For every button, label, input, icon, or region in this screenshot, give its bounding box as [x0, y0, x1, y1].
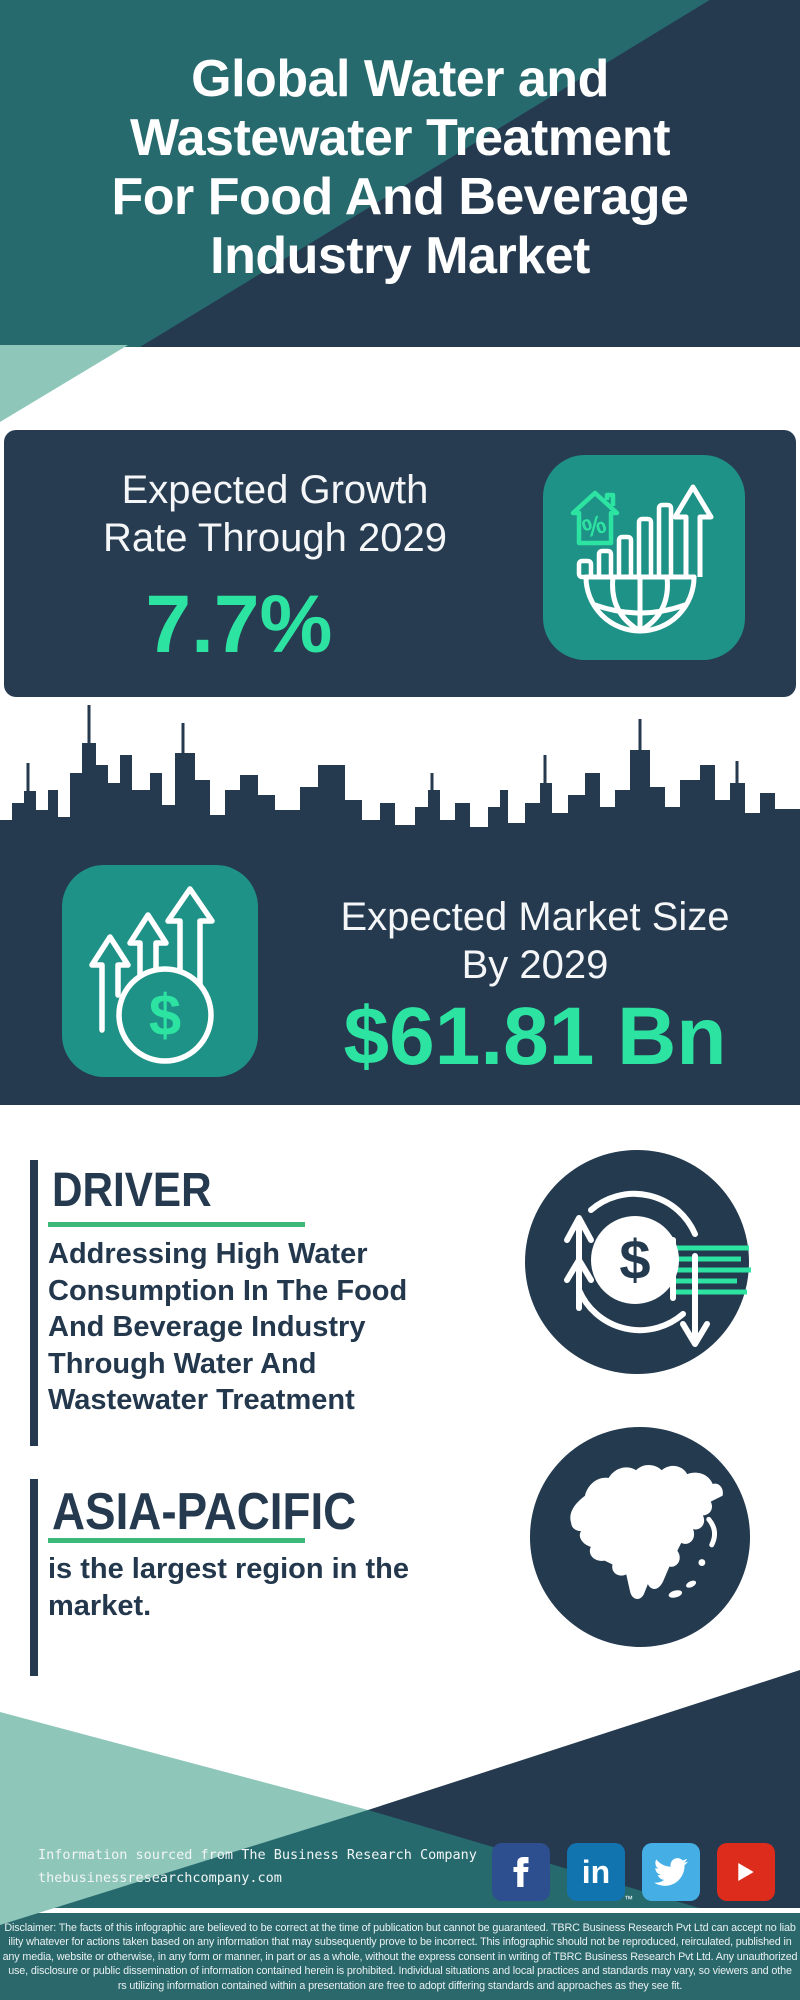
rising-arrows-dollar-icon: $ [62, 865, 258, 1077]
disclaimer-text: Disclaimer: The facts of this infographi… [2, 1922, 798, 1992]
twitter-bird-glyph [654, 1858, 688, 1886]
linkedin-tm: ™ [624, 1894, 633, 1904]
facebook-glyph [513, 1857, 529, 1887]
asia-map-icon [529, 1426, 751, 1648]
driver-label: DRIVER [52, 1164, 212, 1217]
disclaimer-strip [0, 1913, 800, 2000]
market-size-heading: Expected Market Size By 2029 [340, 895, 730, 987]
source-line2[interactable]: thebusinessresearchcompany.com [38, 1870, 282, 1886]
growth-heading: Expected Growth Rate Through 2029 [103, 468, 447, 560]
region-accent-bar [30, 1479, 38, 1676]
twitter-icon[interactable] [642, 1843, 700, 1901]
driver-accent-bar [30, 1160, 38, 1446]
page-title: Global Water and Wastewater Treatment Fo… [111, 50, 689, 285]
header-seafoam-triangle [0, 345, 128, 422]
linkedin-icon[interactable]: in ™ [567, 1843, 633, 1904]
footer-separator [0, 1908, 800, 1913]
driver-text: Addressing High Water Consumption In The… [48, 1238, 408, 1416]
linkedin-glyph: in [581, 1854, 611, 1890]
globe-growth-bars-icon: % [543, 455, 745, 660]
region-label: ASIA-PACIFIC [52, 1483, 357, 1541]
source-line1: Information sourced from The Business Re… [38, 1847, 477, 1863]
facebook-icon[interactable] [492, 1843, 550, 1901]
growth-value: 7.7% [145, 579, 333, 670]
market-size-value: $61.81 Bn [343, 991, 727, 1082]
svg-text:$: $ [149, 983, 181, 1048]
region-underline [48, 1538, 305, 1543]
growth-rate-card: Expected Growth Rate Through 2029 7.7% [4, 430, 796, 697]
driver-underline [48, 1222, 305, 1227]
youtube-play-glyph [738, 1863, 754, 1881]
region-text: is the largest region in the market. [48, 1553, 409, 1622]
svg-text:$: $ [619, 1228, 650, 1291]
dollar-exchange-arrows-icon: $ [525, 1150, 751, 1374]
youtube-icon[interactable] [717, 1843, 775, 1901]
